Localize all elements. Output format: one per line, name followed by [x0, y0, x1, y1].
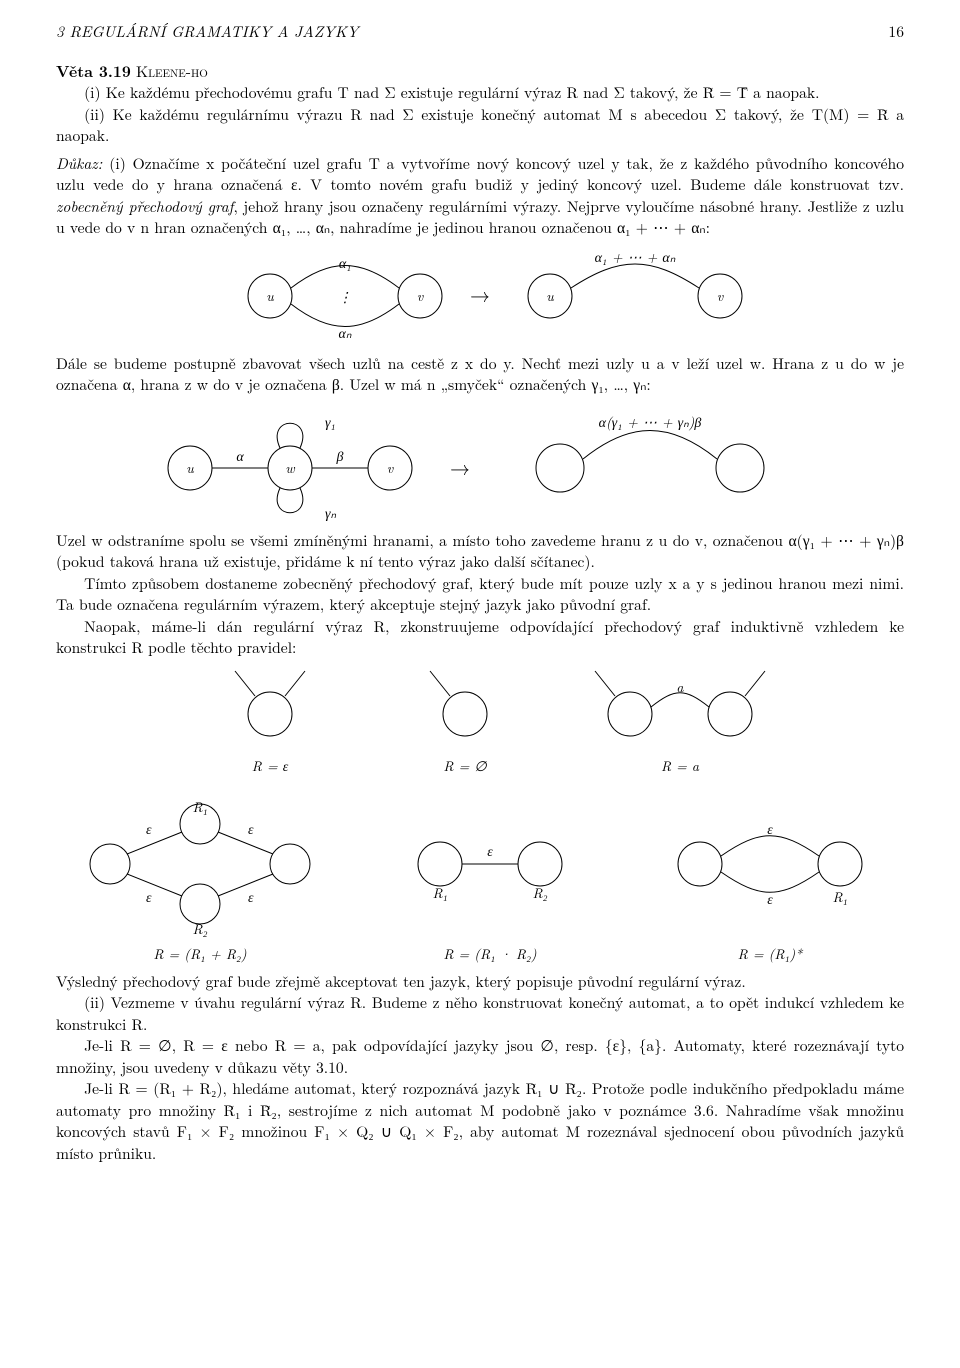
- concat-r2: R₂: [532, 883, 547, 903]
- label-u: u: [186, 458, 194, 478]
- label-g1: γ₁: [325, 412, 335, 432]
- star-caption: R = (R₁)*: [738, 944, 804, 964]
- label-sum: α₁ + ⋯ + αₙ: [595, 247, 676, 267]
- label-v2: v: [717, 286, 724, 306]
- label-alpha: α: [236, 446, 244, 466]
- paragraph-3b: Tímto způsobem dostaneme zobecněný přech…: [56, 572, 904, 615]
- case-star: ε ε R₁ R = (R₁)*: [678, 819, 862, 964]
- figure-loop-elim: u w v α β γ₁ γₙ → α(γ₁ + ⋯ + γₙ)β: [130, 403, 830, 523]
- label-a: R = a: [661, 756, 700, 776]
- paragraph-4d: Je-li R = (R₁ + R₂), hledáme automat, kt…: [56, 1077, 904, 1163]
- sum-bottom: [180, 884, 220, 924]
- sum-eps3: ε: [248, 819, 254, 839]
- label-u: u: [266, 286, 274, 306]
- figure-base-cases: R = ε R = ∅ a R = a: [130, 666, 830, 786]
- star-eps2: ε: [767, 889, 773, 909]
- theorem-item-i: (i) Ke každému přechodovému grafu T nad …: [56, 81, 904, 103]
- proof-para-1: Důkaz: (i) Označíme x počáteční uzel gra…: [56, 152, 904, 238]
- edge-sum: [571, 264, 699, 288]
- concat-n1: [418, 842, 462, 886]
- page-number: 16: [888, 20, 904, 42]
- label-v: v: [387, 458, 394, 478]
- case-empty: R = ∅: [430, 671, 487, 776]
- label-result: α(γ₁ + ⋯ + γₙ)β: [599, 412, 702, 432]
- node-empty: [443, 692, 487, 736]
- case-concat: R₁ ε R₂ R = (R₁ · R₂): [418, 841, 562, 964]
- label-u2: u: [546, 286, 554, 306]
- theorem-number: Věta 3.19: [56, 59, 131, 82]
- document-page: 3 REGULÁRNÍ GRAMATIKY A JAZYKY 16 Věta 3…: [0, 0, 960, 1203]
- node-a1: [608, 692, 652, 736]
- section-title: 3 REGULÁRNÍ GRAMATIKY A JAZYKY: [56, 20, 358, 42]
- case-eps: R = ε: [235, 671, 305, 776]
- node-eps: [248, 692, 292, 736]
- sum-r1: R₁: [192, 797, 207, 817]
- empty-in: [430, 671, 450, 696]
- label-a1: α₁: [339, 253, 351, 273]
- paragraph-3c: Naopak, máme-li dán regulární výraz R, z…: [56, 615, 904, 658]
- concat-caption: R = (R₁ · R₂): [443, 944, 537, 964]
- fig2-arrow: →: [450, 452, 470, 481]
- sum-eps1: ε: [146, 819, 152, 839]
- sum-right: [270, 844, 310, 884]
- sum-left: [90, 844, 130, 884]
- concat-eps: ε: [487, 841, 493, 861]
- concat-n2: [518, 842, 562, 886]
- figure-composite-cases: ε ε ε ε R₁ R₂ R = (R₁ + R₂) R₁ ε R₂ R = …: [70, 794, 890, 964]
- loop-bottom: [277, 488, 303, 513]
- case-sum: ε ε ε ε R₁ R₂ R = (R₁ + R₂): [90, 797, 310, 964]
- concat-r1: R₁: [432, 883, 447, 903]
- label-a-edge: a: [676, 677, 684, 697]
- paragraph-2: Dále se budeme postupně zbavovat všech u…: [56, 352, 904, 395]
- running-header: 3 REGULÁRNÍ GRAMATIKY A JAZYKY 16: [56, 20, 904, 42]
- theorem-name: Kleene-ho: [136, 59, 208, 82]
- edge-result: [583, 430, 717, 459]
- proof-p1a: (i) Označíme x počáteční uzel grafu T a …: [56, 151, 904, 196]
- a-in: [595, 671, 615, 696]
- loop-top: [277, 423, 303, 448]
- sum-eps4: ε: [248, 887, 254, 907]
- theorem-head: Věta 3.19 Kleene-ho: [56, 60, 904, 82]
- node-u2: [536, 444, 584, 492]
- sum-caption: R = (R₁ + R₂): [153, 944, 247, 964]
- eps-in: [235, 671, 255, 696]
- node-v2: [716, 444, 764, 492]
- sum-r2: R₂: [192, 919, 207, 939]
- proof-label: Důkaz:: [56, 151, 102, 174]
- star-r1: R₁: [832, 887, 847, 907]
- proof-p1-em: zobecněný přechodový graf: [56, 194, 233, 217]
- star-n2: [818, 842, 862, 886]
- label-v: v: [417, 286, 424, 306]
- fig1-arrow: →: [470, 279, 490, 308]
- case-a: a R = a: [595, 671, 765, 776]
- sum-e1: [127, 832, 182, 854]
- paragraph-4c: Je-li R = ∅, R = ε nebo R = a, pak odpov…: [56, 1034, 904, 1077]
- paragraph-4b: (ii) Vezmeme v úvahu regulární výraz R. …: [56, 991, 904, 1034]
- label-gn: γₙ: [325, 503, 337, 523]
- paragraph-4a: Výsledný přechodový graf bude zřejmě akc…: [56, 970, 904, 992]
- star-n1: [678, 842, 722, 886]
- label-eps: R = ε: [252, 756, 289, 776]
- a-out: [745, 671, 765, 696]
- theorem-item-ii: (ii) Ke každému regulárnímu výrazu R nad…: [56, 103, 904, 146]
- sum-e3: [218, 832, 273, 854]
- label-w: w: [285, 458, 295, 478]
- sum-e2: [127, 874, 182, 896]
- label-an: αₙ: [339, 323, 352, 343]
- sum-eps2: ε: [146, 887, 152, 907]
- figure-multi-edge: v --> u v α₁ ⋮ αₙ → u v α₁ + ⋯ + αₙ: [180, 246, 780, 346]
- label-dots: ⋮: [338, 287, 352, 307]
- node-a2: [708, 692, 752, 736]
- label-beta: β: [336, 446, 344, 466]
- label-empty: R = ∅: [443, 756, 487, 776]
- eps-out: [285, 671, 305, 696]
- sum-e4: [218, 874, 273, 896]
- star-eps1: ε: [767, 819, 773, 839]
- paragraph-3a: Uzel w odstraníme spolu se všemi zmíněný…: [56, 529, 904, 572]
